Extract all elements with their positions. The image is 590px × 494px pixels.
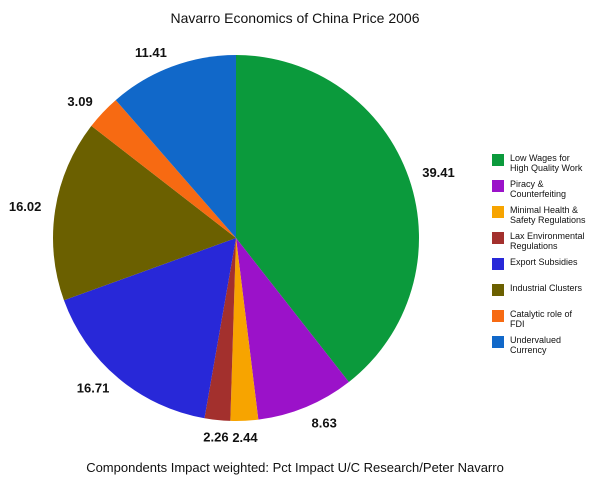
pie-slice [230, 238, 259, 421]
legend-swatch [492, 180, 504, 192]
legend-swatch [492, 284, 504, 296]
legend-item: Export Subsidies [486, 257, 590, 280]
legend-item: Piracy & Counterfeiting [486, 179, 590, 202]
pie-slice [63, 238, 236, 419]
legend-label: Minimal Health & Safety Regulations [510, 205, 586, 225]
legend-label: Lax Environmental Regulations [510, 231, 585, 251]
legend-item: Lax Environmental Regulations [486, 231, 590, 254]
legend-label: Industrial Clusters [510, 283, 583, 293]
legend-label: Catalytic role of FDI [510, 309, 573, 329]
legend-label: Low Wages for High Quality Work [510, 153, 583, 173]
chart-subtitle: Compondents Impact weighted: Pct Impact … [86, 460, 504, 475]
legend-item: Undervalued Currency [486, 335, 590, 358]
legend-swatch [492, 206, 504, 218]
pie-slice [53, 125, 236, 301]
legend-item: Low Wages for High Quality Work [486, 153, 590, 176]
pie-slice [236, 55, 420, 383]
data-label: 39.41 [422, 165, 455, 180]
data-label: 2.26 [203, 429, 228, 444]
data-label: 8.63 [312, 415, 337, 430]
legend-swatch [492, 310, 504, 322]
legend-label: Export Subsidies [510, 257, 578, 267]
legend-item: Catalytic role of FDI [486, 309, 590, 332]
data-label: 16.71 [77, 380, 110, 395]
pie-slice [236, 238, 349, 420]
legend-swatch [492, 258, 504, 270]
data-label: 16.02 [9, 199, 42, 214]
legend-label: Undervalued Currency [510, 335, 562, 355]
data-label: 2.44 [232, 430, 258, 445]
legend: Low Wages for High Quality Work Piracy & … [486, 153, 590, 361]
pie-slice [115, 55, 236, 238]
chart-title: Navarro Economics of China Price 2006 [170, 10, 419, 26]
legend-item: Minimal Health & Safety Regulations [486, 205, 590, 228]
legend-label: Piracy & Counterfeiting [510, 179, 567, 199]
pie-slice [91, 100, 236, 238]
data-label: 11.41 [135, 45, 167, 60]
legend-swatch [492, 336, 504, 348]
data-label: 3.09 [67, 94, 92, 109]
legend-swatch [492, 232, 504, 244]
pie-slice [204, 238, 236, 421]
legend-swatch [492, 154, 504, 166]
legend-item: Industrial Clusters [486, 283, 590, 306]
